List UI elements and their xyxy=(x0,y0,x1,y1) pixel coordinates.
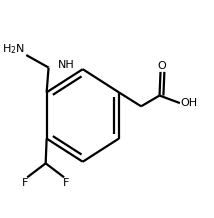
Text: F: F xyxy=(63,178,69,188)
Text: F: F xyxy=(22,178,28,188)
Text: H$_2$N: H$_2$N xyxy=(2,42,25,56)
Text: O: O xyxy=(158,61,166,71)
Text: OH: OH xyxy=(181,98,198,108)
Text: NH: NH xyxy=(58,60,75,70)
